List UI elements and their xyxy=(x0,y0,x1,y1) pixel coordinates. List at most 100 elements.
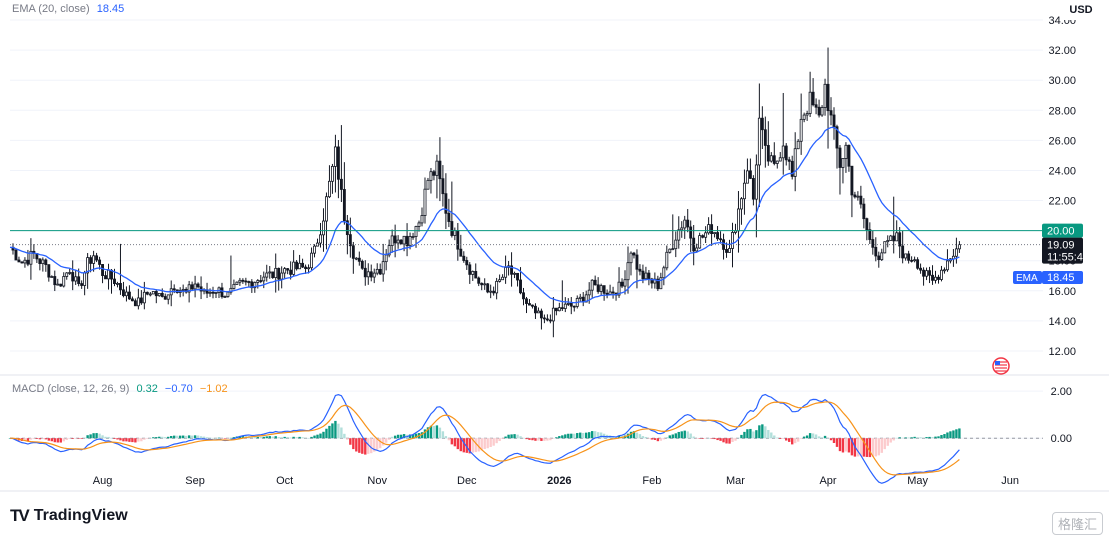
macd-hist-bar xyxy=(823,435,827,439)
candle-body xyxy=(193,283,197,290)
candle-body xyxy=(20,261,24,264)
candle-body xyxy=(763,129,767,146)
macd-hist-bar xyxy=(710,438,713,439)
time-axis-label: Sep xyxy=(185,475,205,487)
macd-hist-bar xyxy=(728,438,731,444)
candle-body xyxy=(47,264,51,278)
candle-body xyxy=(516,272,519,281)
macd-hist-bar xyxy=(683,430,686,439)
macd-hist-bar xyxy=(635,432,639,439)
macd-hist-bar xyxy=(707,438,710,439)
macd-hist-bar xyxy=(925,437,928,439)
candle-body xyxy=(853,194,857,198)
macd-hist-bar xyxy=(886,438,889,446)
macd-hist-bar xyxy=(952,430,955,439)
candle-body xyxy=(665,251,669,269)
candle-body xyxy=(289,269,293,275)
macd-hist-bar xyxy=(528,438,531,440)
macd-hist-bar xyxy=(256,436,259,439)
candle-body xyxy=(504,267,508,278)
candle-body xyxy=(438,160,442,180)
ema-tag-value-bg xyxy=(1042,270,1083,284)
macd-hist-bar xyxy=(647,438,651,439)
candle-body xyxy=(742,182,746,200)
macd-hist-bar xyxy=(910,437,913,439)
macd-hist-bar xyxy=(116,438,119,440)
candle-body xyxy=(719,238,722,241)
macd-hist-bar xyxy=(671,434,674,439)
price-tick-label: 32.00 xyxy=(1048,45,1076,57)
macd-hist-bar xyxy=(104,436,107,439)
macd-hist-bar xyxy=(107,436,110,439)
candle-body xyxy=(65,272,69,277)
currency-button[interactable]: USD xyxy=(1061,0,1101,20)
candle-body xyxy=(301,262,305,268)
macd-hist-bar xyxy=(414,433,418,439)
candle-body xyxy=(596,284,600,292)
macd-hist-bar xyxy=(662,438,666,440)
macd-hist-bar xyxy=(187,435,191,439)
macd-hist-bar xyxy=(140,438,143,442)
candle-body xyxy=(104,275,107,280)
candle-body xyxy=(357,257,361,262)
candle-body xyxy=(402,235,406,245)
candle-body xyxy=(946,260,949,271)
candle-body xyxy=(850,165,854,196)
candle-body xyxy=(480,282,484,286)
macd-hist-bar xyxy=(313,435,316,439)
candle-body xyxy=(650,278,654,284)
candle-body xyxy=(29,250,33,265)
macd-hist-bar xyxy=(471,438,474,453)
candle-body xyxy=(26,259,30,265)
macd-hist-bar xyxy=(862,438,866,457)
macd-hist-bar xyxy=(152,437,155,439)
macd-hist-bar xyxy=(340,427,343,439)
macd-hist-bar xyxy=(629,431,633,439)
macd-hist-bar xyxy=(468,438,471,454)
candle-body xyxy=(937,276,940,280)
macd-hist-bar xyxy=(593,431,597,439)
macd-hist-bar xyxy=(773,435,776,439)
macd-hist-bar xyxy=(181,435,185,439)
price-tick-label: 30.00 xyxy=(1048,75,1076,87)
candle-body xyxy=(110,269,113,280)
macd-hist-bar xyxy=(74,438,77,439)
candle-body xyxy=(847,144,851,167)
horizontal-level-tag: 20.00 xyxy=(1042,223,1083,238)
candle-body xyxy=(130,298,134,302)
candle-body xyxy=(954,248,958,257)
macd-hist-bar xyxy=(432,425,436,439)
macd-hist-bar xyxy=(358,438,361,453)
candle-body xyxy=(328,180,331,198)
macd-tick-label: 0.00 xyxy=(1051,433,1072,445)
candle-body xyxy=(638,268,642,272)
macd-hist-bar xyxy=(695,438,698,439)
macd-hist-bar xyxy=(50,438,53,442)
candle-body xyxy=(41,259,45,265)
candle-body xyxy=(71,272,75,282)
ema-line xyxy=(9,126,960,304)
macd-hist-bar xyxy=(250,436,254,439)
macd-hist-bar xyxy=(567,433,570,439)
macd-hist-bar xyxy=(444,436,448,439)
candle-body xyxy=(411,236,415,238)
last-price-tag-text: 19.09 xyxy=(1047,240,1075,252)
macd-legend-macd: 0.32 xyxy=(136,383,158,395)
macd-hist-bar xyxy=(304,437,307,439)
tradingview-logo[interactable]: TV TradingView xyxy=(10,505,128,527)
candle-body xyxy=(695,247,699,252)
horizontal-level-tag-bg xyxy=(1042,223,1083,238)
macd-hist-bar xyxy=(280,437,283,439)
candle-body xyxy=(280,272,284,280)
candle-body xyxy=(901,245,905,259)
macd-hist-bar xyxy=(361,438,364,454)
macd-hist-bar xyxy=(871,438,875,457)
candle-body xyxy=(859,195,863,205)
candle-body xyxy=(253,282,257,289)
macd-hist-bar xyxy=(98,433,101,439)
candle-body xyxy=(68,272,72,274)
candle-body xyxy=(572,305,576,308)
macd-hist-bar xyxy=(838,438,842,452)
candle-body xyxy=(408,236,412,247)
